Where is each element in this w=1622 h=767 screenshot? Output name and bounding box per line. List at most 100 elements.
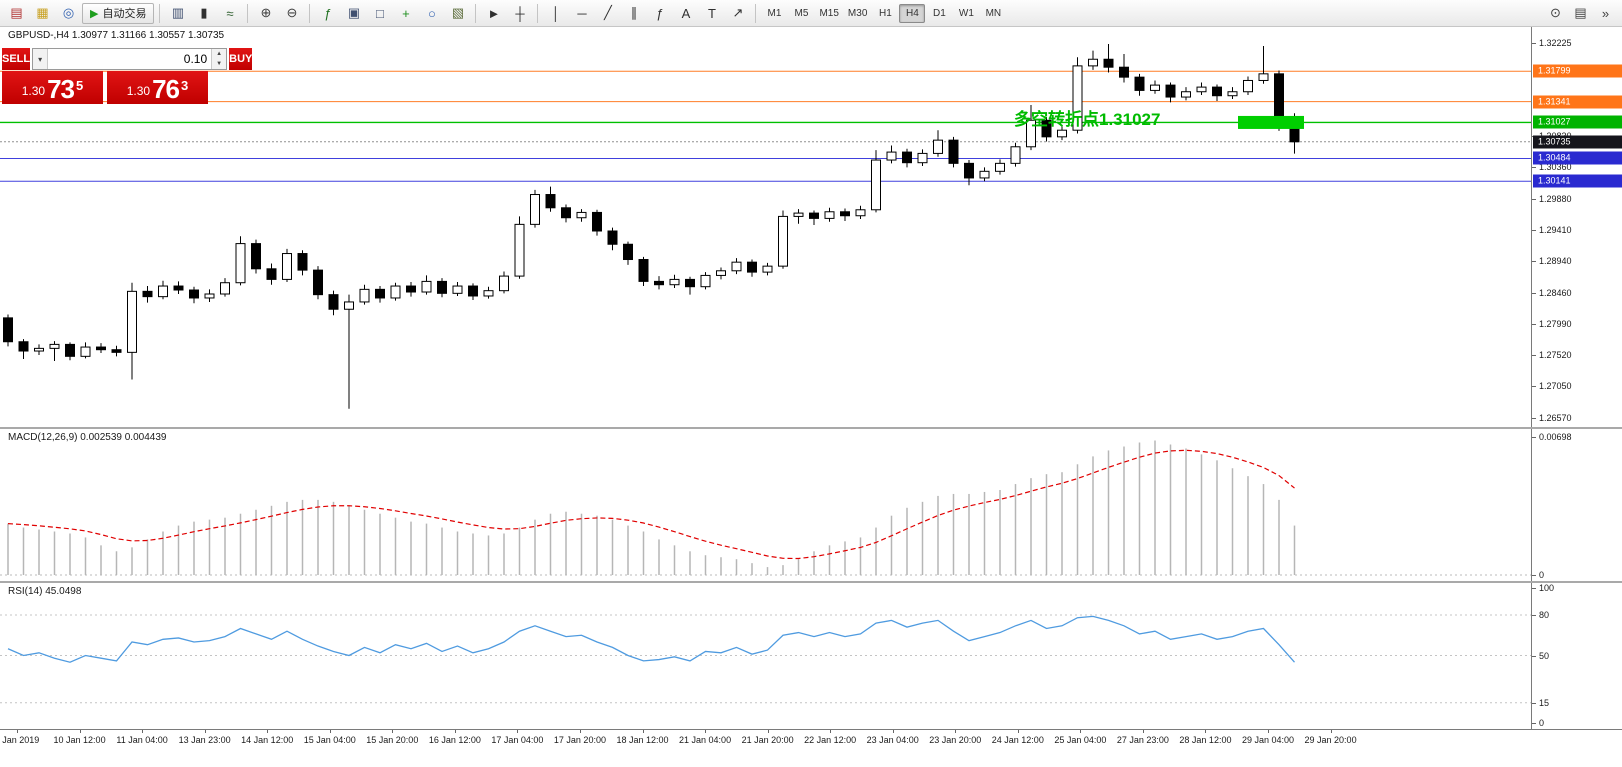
price-tick: 1.28460: [1539, 287, 1572, 298]
tick-mark: [1532, 437, 1536, 438]
time-label: 21 Jan 20:00: [741, 735, 794, 745]
zoom-out-icon[interactable]: ⊖: [286, 5, 298, 20]
timeframe-w1[interactable]: W1: [958, 7, 974, 19]
templates-icon[interactable]: ▧: [451, 5, 465, 20]
autotrading-button[interactable]: ▶ 自动交易: [82, 2, 155, 24]
time-label: 21 Jan 04:00: [679, 735, 732, 745]
time-tick: [204, 730, 206, 733]
toolbar-separator: [159, 3, 161, 23]
macd-panel[interactable]: MACD(12,26,9) 0.002539 0.004439: [0, 429, 1531, 581]
trendline-icon[interactable]: ╱: [604, 5, 612, 20]
tick-mark: [1532, 615, 1536, 616]
tick-mark: [1532, 323, 1536, 325]
timeframe-h1[interactable]: H1: [878, 7, 892, 19]
rsi-tick: 15: [1539, 697, 1550, 708]
time-tick: [1205, 730, 1207, 733]
channel-icon[interactable]: ∥: [630, 5, 638, 20]
price-tick: 1.27520: [1539, 350, 1572, 360]
overflow-icon[interactable]: »: [1601, 5, 1610, 21]
price-flag: 1.31027: [1533, 115, 1622, 129]
rsi-label: RSI(14) 45.0498: [8, 586, 82, 597]
time-tick: [579, 730, 581, 733]
sell-button[interactable]: SELL: [2, 48, 31, 70]
price-tick: 1.29410: [1539, 224, 1572, 235]
time-label: 17 Jan 04:00: [491, 735, 544, 745]
pane-splitter[interactable]: [0, 427, 1622, 429]
timeframe-mn[interactable]: MN: [985, 7, 1002, 19]
periods-icon[interactable]: ○: [428, 5, 436, 21]
time-label: 8 Jan 2019: [0, 735, 40, 745]
volume-input[interactable]: [48, 49, 212, 69]
buy-price-button[interactable]: 1.30 76 3: [107, 71, 208, 104]
fibonacci-icon[interactable]: ƒ: [656, 5, 664, 21]
rsi-canvas[interactable]: [0, 583, 1531, 729]
chart-symbol: GBPUSD-,H4: [8, 30, 70, 41]
macd-tick: 0.00698: [1539, 432, 1572, 442]
profiles-icon[interactable]: ◎: [62, 5, 75, 20]
zoom-in-icon[interactable]: ⊕: [260, 5, 272, 20]
time-label: 18 Jan 12:00: [616, 735, 669, 745]
candlestick-chart-icon[interactable]: ▮: [200, 5, 208, 20]
price-tick: 1.30360: [1539, 161, 1572, 172]
search-icon[interactable]: ⊙: [1550, 5, 1561, 20]
tick-mark: [1532, 588, 1536, 589]
window-list-icon[interactable]: ▤: [1574, 5, 1587, 20]
new-order-icon[interactable]: ▤: [10, 5, 23, 20]
buy-button[interactable]: BUY: [229, 48, 253, 70]
timeframe-m30[interactable]: M30: [847, 7, 868, 19]
label-icon[interactable]: T: [707, 5, 716, 21]
sell-price-prefix: 1.30: [21, 84, 46, 98]
indicators-icon[interactable]: ƒ: [324, 5, 332, 21]
cursor-icon[interactable]: ►: [487, 5, 501, 21]
tick-mark: [1532, 43, 1536, 44]
time-label: 16 Jan 12:00: [428, 735, 481, 745]
price-flag: 1.31799: [1533, 64, 1622, 78]
rsi-panel[interactable]: RSI(14) 45.0498: [0, 583, 1531, 729]
horizontal-line-icon[interactable]: ─: [577, 5, 587, 21]
tick-mark: [1532, 355, 1536, 356]
time-axis[interactable]: 8 Jan 2019 10 Jan 12:00 11 Jan 04:00 13 Jan…: [0, 729, 1622, 767]
timeframe-h4[interactable]: H4: [899, 3, 926, 23]
buy-price-main: 76: [152, 74, 180, 104]
time-tick: [1080, 730, 1082, 733]
time-tick: [830, 730, 832, 733]
candlestick-canvas[interactable]: [0, 27, 1531, 427]
new-chart-icon[interactable]: ▦: [36, 5, 49, 20]
timeframe-d1[interactable]: D1: [932, 7, 946, 19]
tick-mark: [1532, 166, 1536, 168]
volume-down-button[interactable]: ▼: [212, 59, 227, 69]
sell-price-button[interactable]: 1.30 73 5: [2, 71, 103, 104]
time-tick: [517, 730, 519, 733]
tile-windows-icon[interactable]: ▣: [347, 5, 361, 20]
bar-chart-icon[interactable]: ▥: [171, 5, 185, 20]
time-tick: [267, 730, 269, 733]
time-tick: [392, 730, 394, 733]
pane-splitter[interactable]: [0, 581, 1622, 583]
new-window-icon[interactable]: □: [376, 5, 384, 21]
crosshair-icon[interactable]: ┼: [515, 5, 525, 21]
volume-dropdown-icon[interactable]: ▾: [33, 49, 49, 69]
time-label: 29 Jan 20:00: [1304, 735, 1357, 745]
time-label: 25 Jan 04:00: [1054, 735, 1107, 745]
time-tick: [329, 730, 331, 733]
line-chart-icon[interactable]: ≈: [226, 5, 234, 21]
price-flag: 1.30141: [1533, 174, 1622, 188]
timeframe-m15[interactable]: M15: [819, 7, 839, 19]
macd-canvas[interactable]: [0, 429, 1531, 581]
time-label: 17 Jan 20:00: [553, 735, 606, 745]
timeframe-m1[interactable]: M1: [767, 7, 782, 19]
timeframe-m5[interactable]: M5: [794, 7, 809, 19]
main-chart[interactable]: GBPUSD-,H4 1.30977 1.31166 1.30557 1.307…: [0, 27, 1531, 427]
price-scale[interactable]: 1.322251.308301.303601.298801.294101.289…: [1531, 27, 1622, 729]
pivot-annotation: 多空转折点1.31027: [1014, 110, 1161, 129]
arrows-tool-icon[interactable]: ↗: [732, 5, 744, 20]
time-label: 14 Jan 12:00: [241, 735, 294, 745]
add-indicator-icon[interactable]: +: [402, 5, 410, 21]
sell-price-main: 73: [47, 74, 75, 104]
price-flag: 1.31341: [1533, 95, 1622, 109]
vertical-line-icon[interactable]: │: [551, 5, 561, 21]
text-icon[interactable]: A: [681, 5, 691, 21]
volume-up-button[interactable]: ▲: [212, 49, 227, 59]
time-label: 24 Jan 12:00: [991, 735, 1044, 745]
time-label: 11 Jan 04:00: [116, 735, 168, 745]
